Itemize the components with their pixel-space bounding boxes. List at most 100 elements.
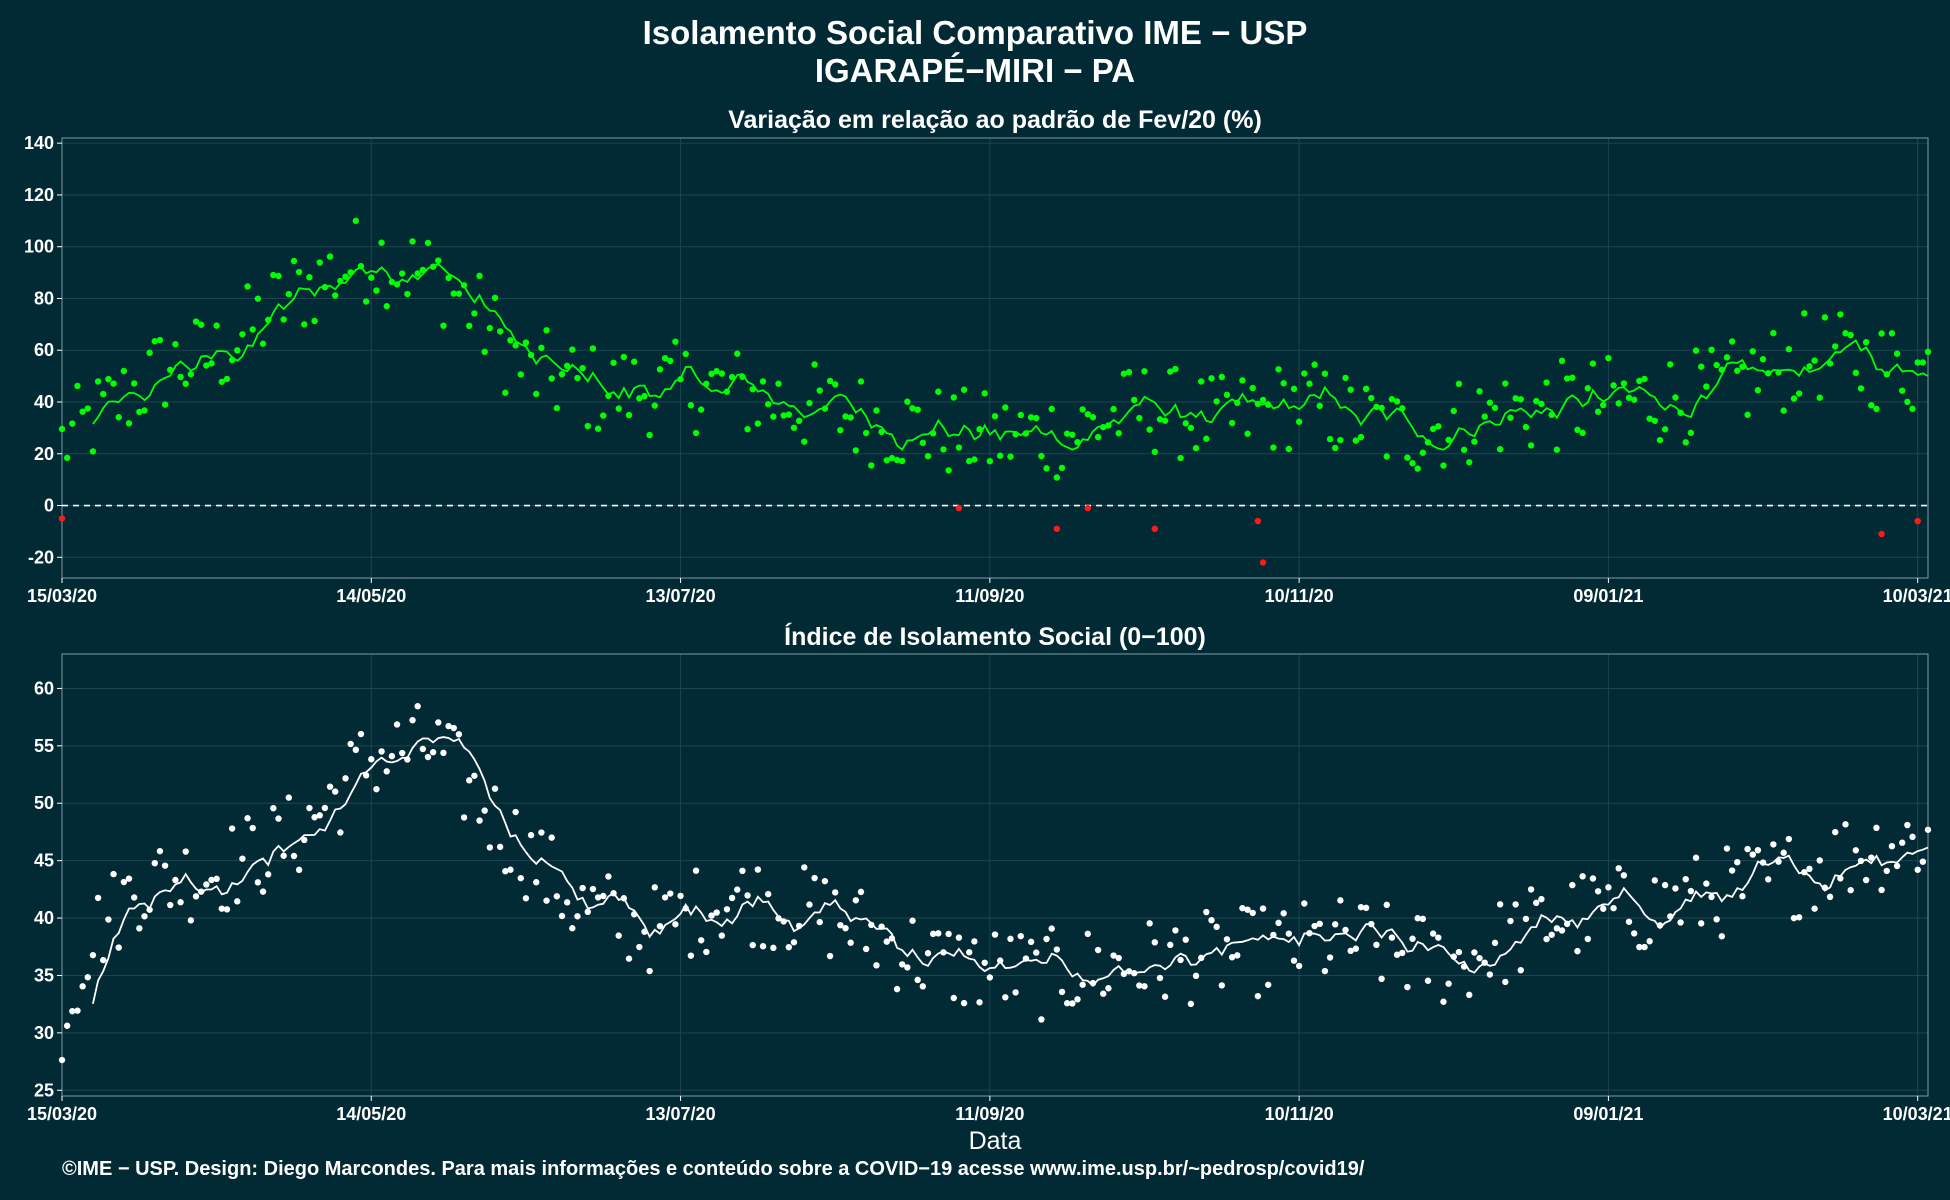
data-point xyxy=(790,939,798,946)
data-point xyxy=(218,378,225,385)
data-point xyxy=(409,716,416,724)
data-point xyxy=(1610,382,1617,389)
data-point xyxy=(914,406,921,413)
data-point xyxy=(455,731,463,738)
data-point xyxy=(316,259,323,266)
data-point xyxy=(280,316,287,323)
data-point xyxy=(522,895,530,902)
data-point xyxy=(1208,375,1215,382)
data-point xyxy=(1527,442,1535,449)
data-point xyxy=(1579,429,1586,437)
data-point xyxy=(770,413,777,420)
data-point xyxy=(847,939,854,946)
data-point xyxy=(450,724,457,732)
data-point xyxy=(321,804,329,812)
data-point xyxy=(1332,921,1339,928)
data-point xyxy=(1909,833,1916,841)
data-point xyxy=(1914,359,1921,366)
data-point xyxy=(775,380,782,387)
data-point xyxy=(141,407,148,414)
data-point xyxy=(285,290,293,298)
data-point xyxy=(445,274,452,282)
data-point xyxy=(615,932,622,939)
data-point xyxy=(991,931,999,938)
data-point xyxy=(1878,330,1885,337)
data-point xyxy=(306,804,313,812)
data-point xyxy=(311,317,318,325)
data-point xyxy=(1682,875,1689,883)
data-point xyxy=(295,268,303,276)
data-point xyxy=(1605,354,1612,362)
negative-data-point xyxy=(1254,517,1262,525)
data-point xyxy=(218,905,225,912)
data-point xyxy=(393,721,401,728)
data-point xyxy=(414,703,421,710)
data-point xyxy=(79,408,86,415)
data-point xyxy=(1239,904,1246,912)
data-point xyxy=(1785,345,1793,353)
data-point xyxy=(326,783,334,790)
data-point xyxy=(1259,905,1267,912)
data-point xyxy=(548,834,555,841)
data-point xyxy=(1388,396,1396,403)
data-point xyxy=(1141,983,1148,990)
panel-isolation-index: Índice de Isolamento Social (0−100) 25 30 3… xyxy=(27,622,1950,1155)
data-point xyxy=(1832,343,1839,350)
data-point xyxy=(1306,380,1313,387)
data-point xyxy=(708,370,715,378)
data-point xyxy=(58,425,66,433)
data-point xyxy=(718,932,726,939)
data-point xyxy=(228,825,236,832)
data-point xyxy=(502,868,509,875)
data-point xyxy=(409,238,416,245)
data-point xyxy=(1615,400,1622,407)
y-tick-label: 0 xyxy=(44,496,54,516)
data-point xyxy=(1739,893,1746,900)
data-point xyxy=(234,898,241,905)
data-point xyxy=(1393,398,1401,405)
y-tick-label: 40 xyxy=(34,392,54,412)
data-point xyxy=(527,831,535,839)
plot-frame xyxy=(61,137,1929,579)
data-point xyxy=(558,912,566,920)
data-point xyxy=(1187,1000,1195,1008)
data-point xyxy=(692,429,700,437)
data-point xyxy=(1780,849,1787,856)
data-point xyxy=(156,847,164,855)
data-point xyxy=(1862,876,1870,884)
data-point xyxy=(120,878,128,886)
data-point xyxy=(1600,905,1607,912)
data-point xyxy=(1502,978,1509,986)
data-point xyxy=(1646,415,1653,422)
data-point xyxy=(780,412,787,419)
data-point xyxy=(450,290,457,297)
data-point xyxy=(625,411,633,419)
data-point xyxy=(63,1022,71,1029)
data-point xyxy=(1466,459,1473,466)
data-point xyxy=(285,794,293,801)
data-point xyxy=(692,867,700,874)
data-point xyxy=(1409,460,1416,467)
data-point xyxy=(1641,375,1648,383)
data-point xyxy=(986,974,994,981)
data-point xyxy=(538,829,545,836)
data-point xyxy=(538,344,545,352)
x-tick-label: 10/11/20 xyxy=(1265,1104,1334,1124)
data-point xyxy=(1326,435,1334,443)
data-point xyxy=(1816,857,1823,864)
data-point xyxy=(1290,385,1298,393)
data-point xyxy=(440,322,447,329)
data-point xyxy=(661,894,669,901)
data-point xyxy=(1842,330,1849,337)
data-point xyxy=(1466,991,1473,999)
data-point xyxy=(1337,436,1344,444)
data-point xyxy=(1053,474,1061,481)
data-point xyxy=(883,457,890,464)
data-point xyxy=(414,270,421,277)
data-point xyxy=(203,881,210,888)
data-point xyxy=(759,943,767,950)
data-point xyxy=(600,412,607,419)
data-point xyxy=(533,390,540,398)
data-point xyxy=(955,934,963,941)
data-point xyxy=(899,457,906,465)
